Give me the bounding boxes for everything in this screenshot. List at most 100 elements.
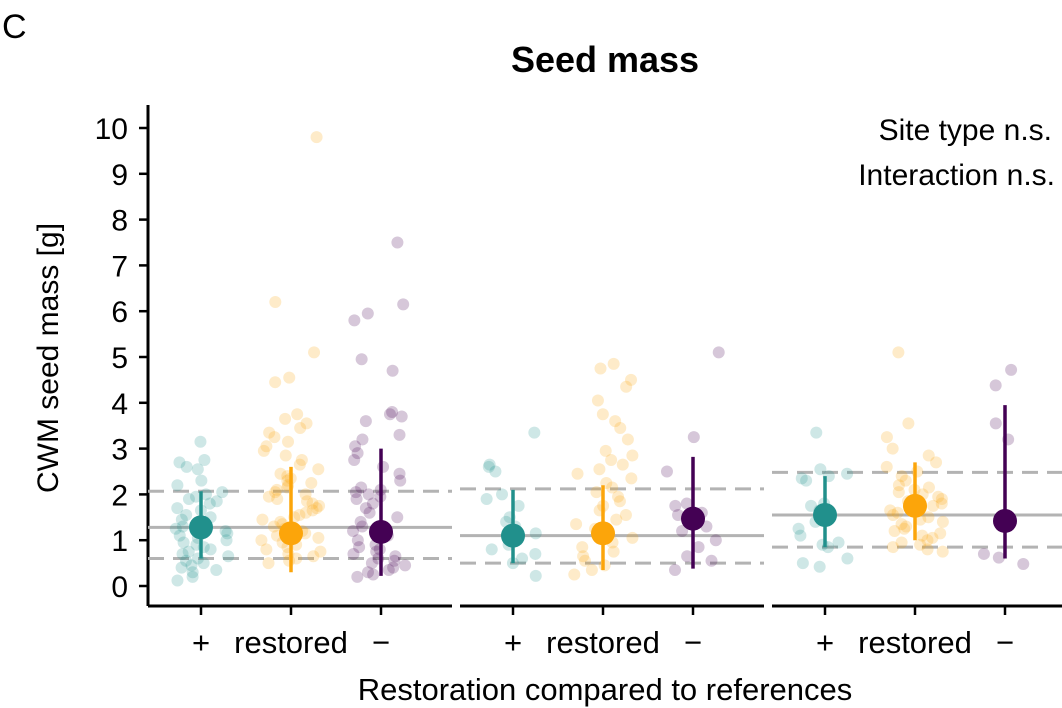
panels: + restored − + restored − + restored −	[148, 131, 1062, 660]
x-tick-label: −	[372, 625, 390, 660]
data-point	[394, 474, 407, 487]
data-point	[355, 353, 368, 366]
data-point	[577, 550, 590, 563]
data-point	[263, 426, 276, 439]
data-point	[365, 557, 378, 570]
mean-point	[903, 493, 927, 518]
data-point	[397, 298, 410, 311]
chart-title: Seed mass	[511, 39, 699, 80]
x-tick-label: restored	[234, 625, 348, 660]
data-point	[899, 474, 912, 487]
data-point	[916, 529, 929, 542]
data-point	[529, 547, 542, 560]
data-point	[596, 408, 609, 421]
data-point	[176, 547, 189, 560]
data-point	[841, 467, 854, 480]
data-point	[204, 543, 217, 556]
data-point	[176, 520, 189, 533]
data-point	[182, 492, 195, 505]
data-point	[175, 561, 188, 574]
data-point	[354, 515, 367, 528]
data-point	[257, 444, 270, 457]
data-point	[1017, 558, 1030, 571]
data-point	[271, 492, 284, 505]
data-point	[922, 449, 935, 462]
data-point	[660, 465, 673, 478]
data-point	[269, 376, 282, 389]
x-axis-label: Restoration compared to references	[358, 672, 853, 707]
data-point	[362, 566, 375, 579]
data-point	[930, 456, 943, 469]
data-point	[794, 529, 807, 542]
data-point	[391, 511, 404, 524]
data-point	[363, 506, 376, 519]
data-point	[922, 481, 935, 494]
x-tick-label: −	[996, 625, 1014, 660]
data-point	[571, 467, 584, 480]
data-point	[926, 531, 939, 544]
data-point	[190, 490, 203, 503]
data-point	[585, 563, 598, 576]
data-point	[351, 447, 364, 460]
data-point	[888, 525, 901, 538]
data-point	[210, 495, 223, 508]
data-point	[832, 536, 845, 549]
y-tick-label: 8	[111, 205, 128, 238]
data-point	[568, 568, 581, 581]
mean-point	[813, 503, 837, 528]
data-point	[355, 481, 368, 494]
data-point	[268, 431, 281, 444]
data-point	[529, 569, 542, 582]
data-point	[935, 492, 948, 505]
data-point	[270, 483, 283, 496]
data-point	[359, 502, 372, 515]
panel-3: + restored −	[772, 346, 1062, 660]
data-point	[175, 513, 188, 526]
data-point	[992, 551, 1005, 564]
data-point	[482, 460, 495, 473]
data-point	[348, 314, 361, 327]
data-point	[283, 371, 296, 384]
data-point	[267, 520, 280, 533]
data-point	[892, 479, 905, 492]
data-point	[314, 545, 327, 558]
data-point	[255, 534, 268, 547]
data-point	[399, 559, 412, 572]
data-point	[886, 442, 899, 455]
data-point	[884, 504, 897, 517]
data-point	[391, 236, 404, 249]
data-point	[814, 463, 827, 476]
data-point	[805, 499, 818, 512]
data-point	[612, 490, 625, 503]
y-tick-label: 2	[111, 479, 128, 512]
data-point	[841, 552, 854, 565]
x-tick-label: −	[684, 625, 702, 660]
annotation-site-type: Site type n.s.	[879, 114, 1052, 147]
data-point	[283, 554, 296, 567]
data-point	[927, 499, 940, 512]
data-point	[528, 426, 541, 439]
data-point	[171, 574, 184, 587]
data-point	[911, 465, 924, 478]
data-point	[256, 513, 269, 526]
data-point	[613, 495, 626, 508]
mean-point	[681, 506, 705, 531]
data-point	[610, 513, 623, 526]
data-point	[516, 552, 529, 565]
data-point	[356, 520, 369, 533]
data-point	[198, 454, 211, 467]
data-point	[219, 525, 232, 538]
data-point	[169, 522, 182, 535]
data-point	[668, 563, 681, 576]
data-point	[900, 520, 913, 533]
data-point	[306, 497, 319, 510]
data-point	[350, 492, 363, 505]
data-point	[898, 522, 911, 535]
data-point	[173, 529, 186, 542]
data-point	[180, 460, 193, 473]
data-point	[681, 550, 694, 563]
data-point	[366, 497, 379, 510]
mean-point	[591, 521, 615, 546]
data-point	[305, 476, 318, 489]
data-point	[625, 373, 638, 386]
